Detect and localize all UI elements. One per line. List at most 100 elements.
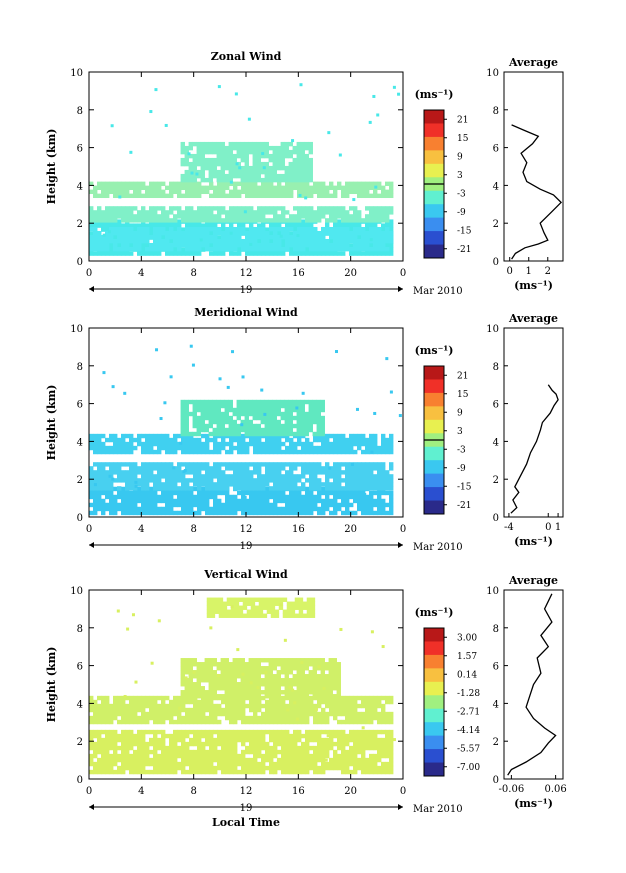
heatmap-cell	[297, 185, 302, 191]
heatmap-cell	[349, 214, 354, 219]
heatmap-cell	[205, 242, 210, 248]
heatmap-cell	[337, 470, 342, 475]
heatmap-cell	[201, 478, 206, 483]
heatmap-cell	[213, 753, 218, 759]
heatmap-cell	[173, 441, 178, 447]
heatmap-cell	[345, 437, 350, 443]
heatmap-cell	[149, 242, 154, 248]
heatmap-cell	[189, 466, 194, 471]
heatmap-cell	[329, 711, 334, 717]
heatmap-cell	[257, 193, 262, 199]
heatmap-cell	[161, 719, 166, 725]
heatmap-cell	[244, 427, 249, 433]
heatmap-cell	[161, 490, 166, 496]
heatmap-cell	[184, 177, 189, 183]
heatmap-cell	[241, 769, 246, 775]
heatmap-cell	[257, 462, 262, 467]
heatmap-cell	[309, 757, 314, 763]
heatmap-cell	[155, 348, 159, 352]
heatmap-cell	[157, 486, 162, 491]
heatmap-cell	[97, 749, 102, 755]
heatmap-cell	[261, 729, 266, 735]
heatmap-cell	[216, 419, 221, 425]
heatmap-cell	[105, 733, 110, 739]
heatmap-cell	[212, 678, 217, 683]
heatmap-cell	[208, 411, 213, 417]
heatmap-cell	[153, 494, 158, 500]
heatmap-cell	[285, 445, 290, 451]
heatmap-cell	[141, 486, 146, 491]
heatmap-cell	[180, 658, 185, 663]
heatmap-cell	[329, 486, 334, 491]
heatmap-cell	[381, 769, 386, 775]
heatmap-cell	[321, 765, 326, 771]
heatmap-cell	[184, 157, 189, 163]
heatmap-cell	[389, 741, 394, 747]
heatmap-cell	[196, 141, 201, 147]
heatmap-cell	[181, 753, 186, 759]
heatmap-cell	[93, 193, 98, 199]
heatmap-cell	[321, 437, 326, 443]
heatmap-cell	[293, 214, 298, 219]
heatmap-cell	[345, 185, 350, 191]
heatmap-cell	[249, 707, 254, 713]
heatmap-cell	[293, 242, 298, 248]
heatmap-cell	[252, 141, 257, 147]
heatmap-cell	[117, 757, 122, 763]
heatmap-cell	[177, 733, 182, 739]
heatmap-cell	[385, 741, 390, 747]
heatmap-cell	[93, 437, 98, 443]
heatmap-cell	[293, 733, 298, 739]
heatmap-cell	[329, 230, 334, 236]
heatmap-cell	[97, 707, 102, 713]
heatmap-cell	[305, 498, 310, 504]
heatmap-cell	[221, 189, 226, 195]
heatmap-cell	[236, 411, 241, 417]
date-label: 19	[240, 541, 253, 552]
heatmap-cell	[281, 218, 286, 223]
heatmap-cell	[333, 502, 338, 508]
heatmap-cell	[352, 198, 356, 202]
heatmap-cell	[137, 715, 142, 721]
heatmap-cell	[237, 769, 242, 775]
heatmap-cell	[296, 407, 301, 413]
heatmap-cell	[201, 482, 206, 487]
heatmap-cell	[357, 238, 362, 244]
heatmap-cell	[245, 703, 250, 709]
heatmap-cell	[291, 139, 295, 143]
heatmap-cell	[109, 498, 114, 504]
heatmap-cell	[213, 462, 218, 467]
heatmap-cell	[269, 193, 274, 199]
heatmap-cell	[224, 177, 229, 183]
heatmap-cell	[105, 719, 110, 725]
heatmap-cell	[381, 218, 386, 223]
heatmap-cell	[232, 658, 237, 663]
heatmap-cell	[253, 494, 258, 500]
heatmap-cell	[129, 238, 134, 244]
heatmap-cell	[337, 445, 342, 451]
heatmap-cell	[317, 510, 322, 516]
heatmap-cell	[109, 218, 114, 223]
colorbar-unit: (ms⁻¹)	[415, 344, 454, 357]
heatmap-cell	[201, 719, 206, 725]
heatmap-cell	[173, 707, 178, 713]
heatmap-cell	[117, 486, 122, 491]
heatmap-cell	[217, 230, 222, 236]
heatmap-cell	[317, 749, 322, 755]
heatmap-cell	[121, 218, 126, 223]
colorbar-tick-label: -21	[457, 501, 472, 511]
heatmap-cell	[321, 251, 326, 256]
heatmap-cell	[189, 462, 194, 467]
heatmap-cell	[213, 711, 218, 717]
heatmap-cell	[369, 466, 374, 471]
heatmap-cell	[133, 502, 138, 508]
heatmap-cell	[325, 506, 330, 512]
heatmap-cell	[277, 470, 282, 475]
heatmap-cell	[209, 486, 214, 491]
heatmap-cell	[273, 478, 278, 483]
heatmap-cell	[289, 707, 294, 713]
heatmap-cell	[337, 433, 342, 439]
heatmap-cell	[220, 411, 225, 417]
heatmap-cell	[217, 214, 222, 219]
heatmap-cell	[353, 181, 358, 187]
